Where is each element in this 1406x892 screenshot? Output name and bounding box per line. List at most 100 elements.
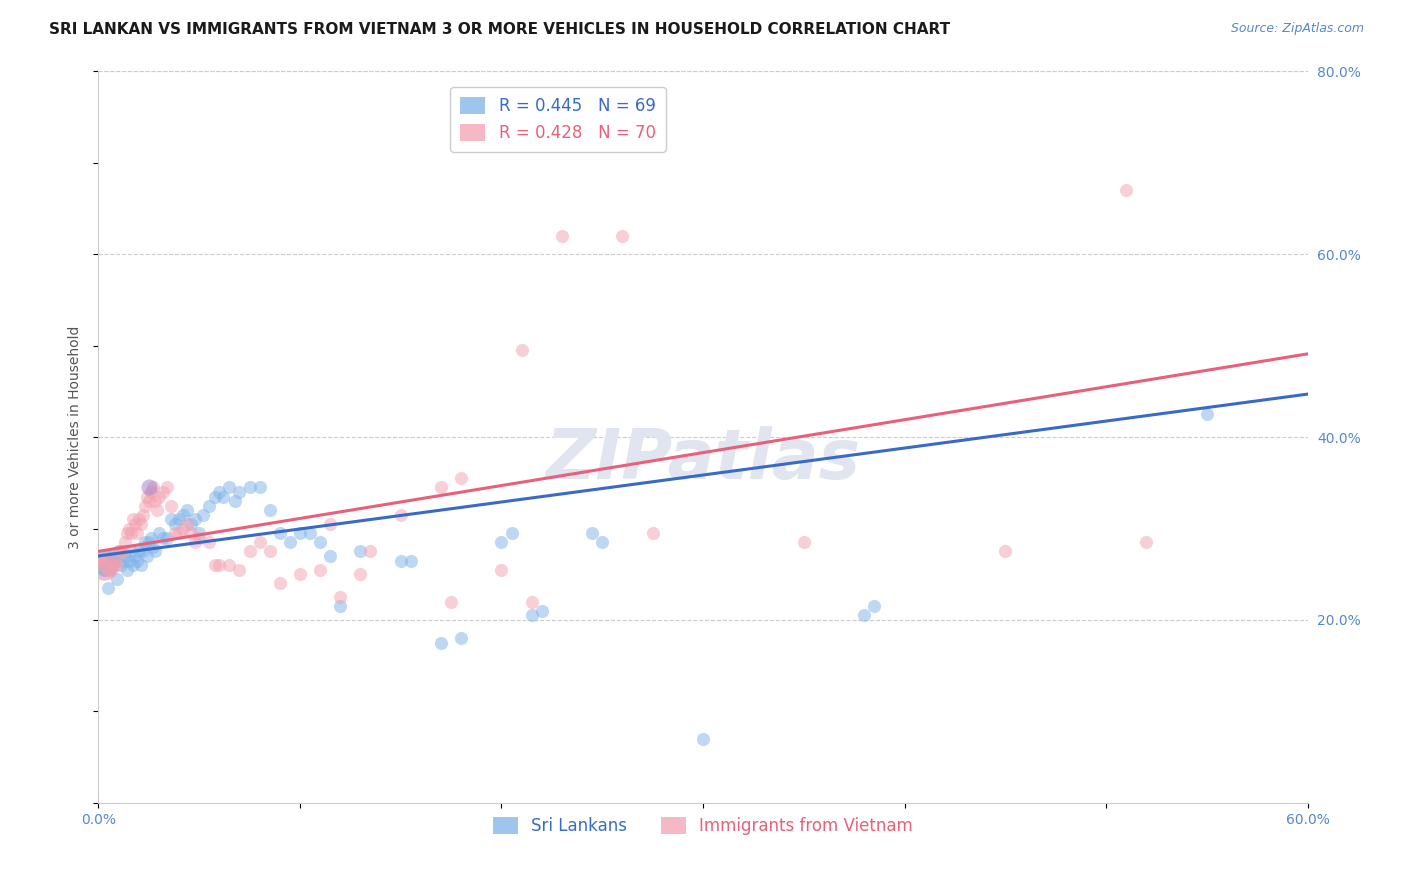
Point [269,526,291,541]
Point [101,558,124,573]
Point [118,521,141,535]
Point [105,572,128,586]
Point [204,558,226,573]
Point [138,480,160,494]
Point [142,540,165,554]
Point [138,494,160,508]
Point [160,499,183,513]
Point [793,535,815,549]
Point [134,535,156,549]
Point [188,526,211,541]
Point [129,558,152,573]
Point [551,229,574,244]
Point [103,553,125,567]
Point [152,485,174,500]
Point [93,563,115,577]
Point [208,558,231,573]
Point [269,576,291,591]
Point [430,480,453,494]
Point [135,549,157,563]
Point [115,526,138,541]
Point [139,485,162,500]
Point [288,567,311,582]
Point [91,553,114,567]
Point [491,535,513,549]
Point [450,632,472,646]
Point [172,521,194,535]
Point [309,535,332,549]
Point [148,490,170,504]
Point [581,526,603,541]
Point [349,567,371,582]
Point [259,503,281,517]
Point [319,516,342,531]
Point [259,544,281,558]
Legend: Sri Lankans, Immigrants from Vietnam: Sri Lankans, Immigrants from Vietnam [486,811,920,842]
Point [138,535,160,549]
Point [440,594,463,608]
Point [239,480,262,494]
Point [111,553,134,567]
Point [100,563,122,577]
Point [204,490,226,504]
Point [180,526,202,541]
Point [450,471,472,485]
Point [143,544,166,558]
Point [124,516,146,531]
Point [224,494,246,508]
Point [135,490,157,504]
Point [107,544,129,558]
Point [299,526,322,541]
Point [349,544,371,558]
Point [188,531,211,545]
Point [142,480,165,494]
Point [491,563,513,577]
Point [121,512,143,526]
Point [172,508,194,522]
Point [228,485,250,500]
Point [96,556,118,570]
Point [97,563,120,577]
Point [111,544,134,558]
Point [97,581,120,595]
Point [389,508,412,522]
Point [360,544,382,558]
Point [124,549,146,563]
Point [1195,407,1218,421]
Point [278,535,301,549]
Point [132,544,155,558]
Point [156,480,179,494]
Point [853,608,876,623]
Point [239,544,262,558]
Point [115,563,138,577]
Point [430,636,453,650]
Point [1115,183,1137,197]
Point [176,516,198,531]
Point [110,558,132,573]
Point [167,512,190,526]
Point [641,526,664,541]
Point [93,560,115,574]
Point [184,535,207,549]
Point [1135,535,1157,549]
Point [134,499,156,513]
Point [143,494,166,508]
Point [93,558,115,573]
Point [125,526,148,541]
Point [208,485,231,500]
Y-axis label: 3 or more Vehicles in Household: 3 or more Vehicles in Household [69,326,83,549]
Point [520,608,543,623]
Point [612,229,634,244]
Point [110,544,132,558]
Point [120,544,142,558]
Point [114,549,136,563]
Point [212,490,235,504]
Point [218,480,240,494]
Point [120,526,142,541]
Point [132,508,155,522]
Point [152,531,174,545]
Point [399,553,422,567]
Point [180,516,202,531]
Point [329,590,352,604]
Point [228,563,250,577]
